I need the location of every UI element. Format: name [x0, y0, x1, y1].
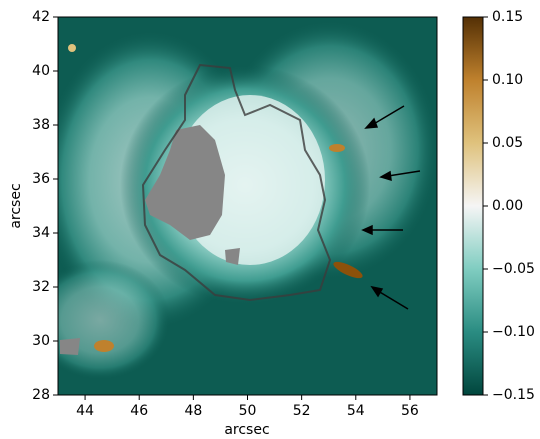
y-tick-label: 32 [32, 279, 50, 295]
y-tick-label: 38 [32, 117, 50, 133]
x-axis-label: arcsec [224, 422, 269, 438]
x-tick-label: 54 [347, 403, 365, 419]
y-tick-label: 28 [32, 387, 50, 403]
y-tick-label: 30 [32, 333, 50, 349]
y-tick-label: 42 [32, 9, 50, 25]
colorbar-tick-label: 0.15 [492, 9, 523, 25]
colorbar-tick-label: −0.05 [492, 261, 535, 277]
colorbar-tick-label: −0.10 [492, 324, 535, 340]
x-tick-label: 46 [130, 403, 148, 419]
x-tick-label: 52 [293, 403, 311, 419]
y-tick-label: 36 [32, 171, 50, 187]
arrows [361, 105, 421, 310]
y-tick-label: 40 [32, 63, 50, 79]
x-tick-label: 44 [76, 403, 94, 419]
colorbar-tick-label: 0.00 [492, 198, 523, 214]
y-tick-label: 34 [32, 225, 50, 241]
colorbar [462, 16, 484, 396]
map-image [58, 17, 437, 395]
x-tick-label: 56 [401, 403, 419, 419]
x-tick-label: 48 [184, 403, 202, 419]
colorbar-tick-label: −0.15 [492, 387, 535, 403]
colorbar-tick-label: 0.05 [492, 135, 523, 151]
y-axis-label: arcsec [8, 183, 24, 228]
colorbar-tick-label: 0.10 [492, 72, 523, 88]
x-tick-label: 50 [239, 403, 257, 419]
